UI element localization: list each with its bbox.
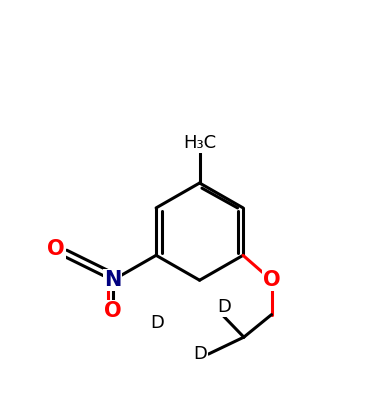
Text: D: D bbox=[150, 314, 164, 332]
Text: O: O bbox=[104, 302, 122, 322]
Text: N: N bbox=[104, 270, 121, 290]
Text: D: D bbox=[194, 345, 207, 363]
Text: O: O bbox=[47, 240, 65, 260]
Text: O: O bbox=[263, 270, 280, 290]
Text: D: D bbox=[217, 298, 231, 316]
Text: H₃C: H₃C bbox=[183, 134, 216, 152]
